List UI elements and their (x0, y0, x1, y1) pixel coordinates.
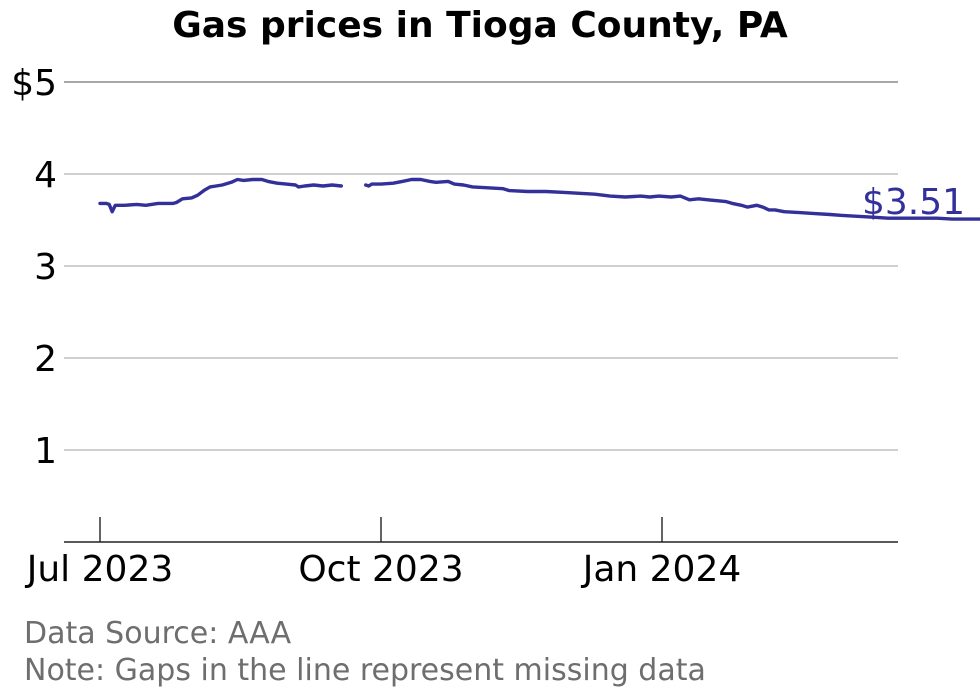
y-tick-label-1: 1 (34, 431, 57, 472)
x-tick-label-1: Jul 2023 (25, 549, 174, 590)
y-tick-label-4: 4 (34, 155, 57, 196)
price-line-segment-1 (98, 177, 343, 214)
missing-data-note: Note: Gaps in the line represent missing… (24, 653, 706, 688)
latest-price-label: $3.51 (862, 182, 965, 223)
x-tick-label-2: Oct 2023 (298, 549, 463, 590)
price-series (98, 177, 980, 221)
y-tick-label-2: 2 (34, 339, 57, 380)
y-tick-label-5: $5 (11, 63, 57, 104)
price-line-segment-2 (364, 177, 980, 221)
y-tick-label-3: 3 (34, 247, 57, 288)
x-tick-label-3: Jan 2024 (581, 549, 742, 590)
data-source-note: Data Source: AAA (24, 616, 292, 651)
chart-title: Gas prices in Tioga County, PA (172, 5, 788, 46)
gridlines (64, 81, 898, 451)
axes: 1 2 3 4 $5 Jul 2023 Oct 2023 Jan 2024 (11, 63, 898, 590)
